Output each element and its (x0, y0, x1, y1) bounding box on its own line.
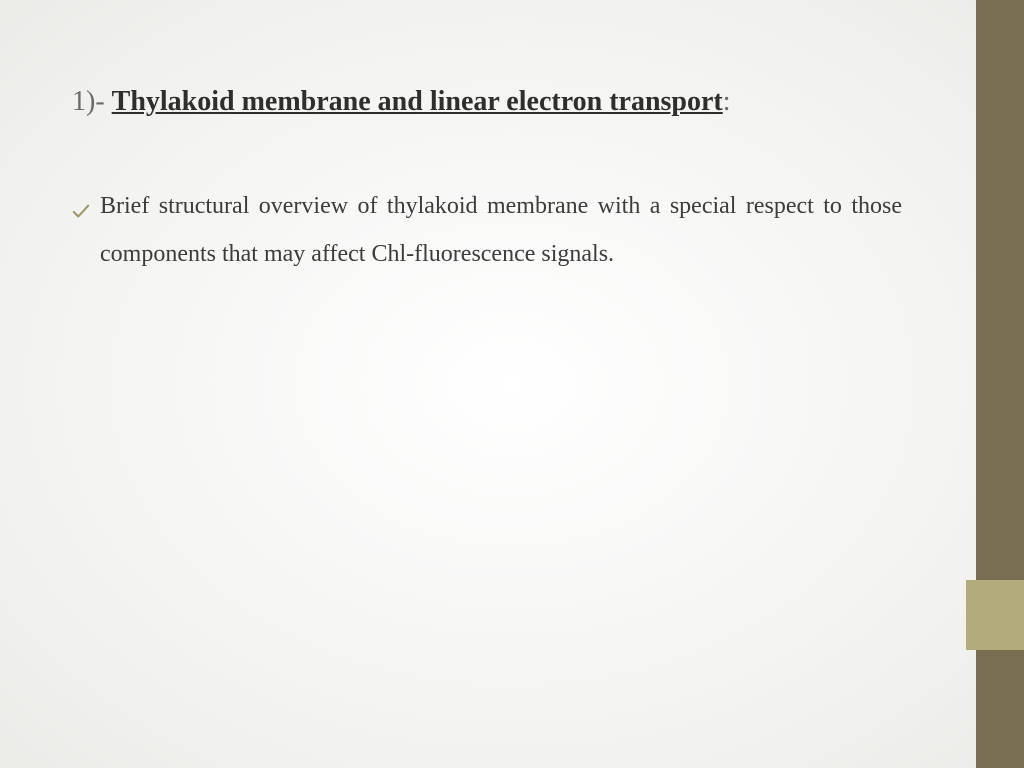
decorative-right-accent (966, 580, 1024, 650)
bullet-text: Brief structural overview of thylakoid m… (100, 193, 902, 267)
checkmark-icon (72, 190, 90, 208)
slide-heading: 1)- Thylakoid membrane and linear electr… (72, 84, 902, 120)
heading-number-prefix: 1)- (72, 86, 112, 117)
heading-title-text: Thylakoid membrane and linear electron t… (112, 86, 723, 117)
heading-suffix: : (723, 86, 731, 117)
bullet-item: Brief structural overview of thylakoid m… (72, 182, 902, 278)
slide-content: 1)- Thylakoid membrane and linear electr… (72, 84, 902, 278)
decorative-right-bar (976, 0, 1024, 768)
